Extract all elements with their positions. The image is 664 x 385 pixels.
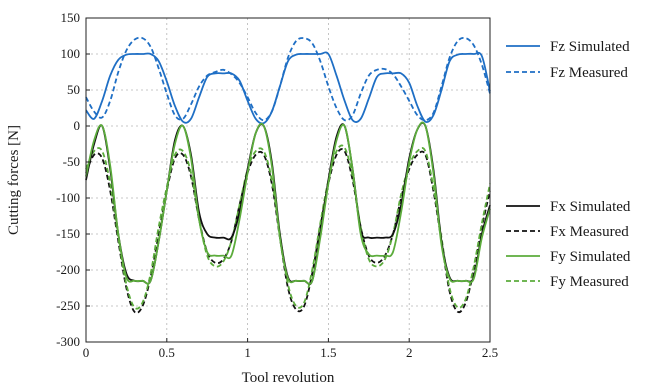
x-tick-label: 0.5 — [159, 345, 175, 360]
y-axis-label: Cutting forces [N] — [6, 125, 22, 235]
x-axis-label: Tool revolution — [242, 370, 335, 385]
y-tick-label: 100 — [61, 46, 81, 61]
legend-label-fz-simulated: Fz Simulated — [550, 39, 630, 55]
series-line-fy-measured — [85, 144, 491, 310]
x-tick-label: 2 — [406, 345, 413, 360]
y-tick-label: -300 — [56, 334, 80, 349]
y-tick-label: -200 — [56, 262, 80, 277]
x-tick-label: 0 — [83, 345, 90, 360]
x-tick-label: 2.5 — [482, 345, 498, 360]
series-line-fz-simulated — [85, 51, 491, 125]
legend-label-fy-simulated: Fy Simulated — [550, 249, 631, 265]
grid — [86, 18, 490, 342]
y-tick-label: -250 — [56, 298, 80, 313]
plot-frame — [85, 17, 491, 343]
legend-label-fz-measured: Fz Measured — [550, 65, 628, 81]
legend-label-fx-simulated: Fx Simulated — [550, 199, 631, 215]
y-tick-label: 50 — [67, 82, 80, 97]
plot-series — [85, 36, 491, 314]
y-tick-label: -50 — [63, 154, 80, 169]
x-tick-label: 1.5 — [320, 345, 336, 360]
series-line-fz-measured — [85, 36, 491, 122]
y-tick-label: -100 — [56, 190, 80, 205]
series-line-fy-simulated — [85, 121, 491, 285]
y-tick-label: 150 — [61, 10, 81, 25]
y-tick-label: -150 — [56, 226, 80, 241]
y-tick-label: 0 — [74, 118, 81, 133]
legend-label-fy-measured: Fy Measured — [550, 274, 629, 290]
x-tick-label: 1 — [244, 345, 251, 360]
legend: Fz Simulated Fz Measured Fx Simulated Fx Me… — [506, 39, 631, 290]
legend-label-fx-measured: Fx Measured — [550, 224, 629, 240]
axis-ticks: 0 0.5 1 1.5 2 2.5 -300 -250 -200 -150 -100 -50 0 50 10… — [56, 10, 498, 360]
